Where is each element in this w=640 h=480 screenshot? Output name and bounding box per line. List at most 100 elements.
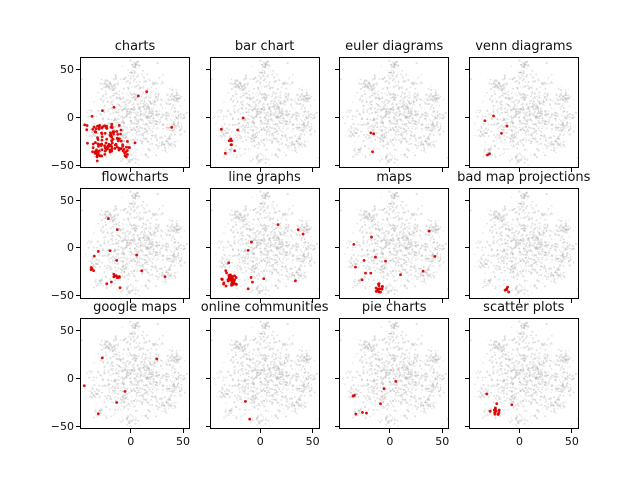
subplot-title-line-graphs: line graphs xyxy=(228,169,301,185)
subplot-title-google-maps: google maps xyxy=(93,300,177,316)
x-tick-mark xyxy=(519,429,520,434)
y-tick-label: −50 xyxy=(50,158,74,172)
x-tick-mark xyxy=(571,429,573,434)
y-tick-label: −50 xyxy=(50,419,74,433)
y-tick-mark xyxy=(205,295,210,297)
y-tick-mark xyxy=(335,199,340,201)
scatter-canvas-bar-chart xyxy=(210,58,319,167)
x-tick-mark xyxy=(389,298,391,303)
x-tick-mark xyxy=(571,298,573,303)
x-tick-label: 50 xyxy=(176,435,191,449)
y-tick-mark xyxy=(205,330,210,332)
y-tick-mark xyxy=(464,68,469,70)
x-tick-mark xyxy=(182,168,184,172)
x-tick-mark xyxy=(389,168,391,172)
subplot-line-graphs xyxy=(209,187,320,299)
x-tick-label: 50 xyxy=(305,435,320,449)
y-tick-mark xyxy=(76,330,80,332)
y-tick-mark xyxy=(76,68,80,70)
x-tick-mark xyxy=(519,298,520,303)
x-tick-mark xyxy=(130,168,132,172)
x-tick-mark xyxy=(441,298,443,303)
x-tick-mark xyxy=(441,168,443,172)
y-tick-mark xyxy=(335,330,340,332)
subplot-maps xyxy=(339,187,450,299)
y-tick-mark xyxy=(205,247,210,249)
subplot-google-maps xyxy=(80,318,190,430)
x-tick-mark xyxy=(571,168,573,172)
subplot-title-bad-map-projections: bad map projections xyxy=(457,169,591,185)
scatter-canvas-scatter-plots xyxy=(469,319,578,429)
y-tick-mark xyxy=(464,295,469,297)
y-tick-mark xyxy=(205,164,210,166)
subplot-online-communities xyxy=(209,318,320,430)
y-tick-mark xyxy=(464,199,469,201)
scatter-canvas-bad-map-projections xyxy=(469,188,578,298)
subplot-venn-diagrams xyxy=(468,57,579,168)
y-tick-mark xyxy=(464,164,469,166)
y-tick-mark xyxy=(464,247,469,249)
y-tick-mark xyxy=(335,425,340,427)
y-tick-mark xyxy=(464,425,469,427)
y-tick-mark xyxy=(76,116,80,118)
x-tick-mark xyxy=(130,429,132,434)
x-tick-label: 50 xyxy=(435,435,450,449)
subplot-title-flowcharts: flowcharts xyxy=(101,169,169,185)
y-tick-label: 50 xyxy=(60,324,74,338)
subplot-bad-map-projections xyxy=(468,187,579,299)
y-tick-mark xyxy=(335,116,340,118)
x-tick-mark xyxy=(182,429,184,434)
y-tick-mark xyxy=(76,425,80,427)
y-tick-mark xyxy=(76,378,80,380)
x-tick-mark xyxy=(130,298,132,303)
y-tick-mark xyxy=(76,164,80,166)
subplot-title-maps: maps xyxy=(376,169,413,185)
subplot-flowcharts xyxy=(80,187,190,299)
y-tick-mark xyxy=(335,68,340,70)
scatter-canvas-line-graphs xyxy=(210,188,319,298)
y-tick-mark xyxy=(205,116,210,118)
subplot-title-online-communities: online communities xyxy=(200,300,329,316)
scatter-canvas-pie-charts xyxy=(340,319,449,429)
x-tick-mark xyxy=(312,429,314,434)
subplot-charts xyxy=(80,57,190,168)
y-tick-mark xyxy=(464,116,469,118)
y-tick-mark xyxy=(205,378,210,380)
scatter-canvas-google-maps xyxy=(81,319,189,429)
y-tick-label: 0 xyxy=(67,241,74,255)
subplot-title-pie-charts: pie charts xyxy=(361,300,427,316)
y-tick-label: 0 xyxy=(67,372,74,386)
scatter-canvas-maps xyxy=(340,188,449,298)
subplot-title-venn-diagrams: venn diagrams xyxy=(475,39,573,54)
subplot-euler-diagrams xyxy=(339,57,450,168)
subplot-bar-chart xyxy=(209,57,320,168)
y-tick-mark xyxy=(76,295,80,297)
subplot-title-euler-diagrams: euler diagrams xyxy=(345,39,444,54)
y-tick-label: 0 xyxy=(67,110,74,124)
x-tick-mark xyxy=(259,168,261,172)
y-tick-label: 50 xyxy=(60,62,74,76)
y-tick-mark xyxy=(205,68,210,70)
x-tick-mark xyxy=(259,429,261,434)
scatter-canvas-venn-diagrams xyxy=(469,58,578,167)
subplot-title-bar-chart: bar chart xyxy=(234,39,295,54)
y-tick-mark xyxy=(335,247,340,249)
x-tick-mark xyxy=(441,429,443,434)
y-tick-label: −50 xyxy=(50,289,74,303)
x-tick-mark xyxy=(389,429,391,434)
x-tick-label: 50 xyxy=(564,435,579,449)
y-tick-label: 50 xyxy=(60,193,74,207)
y-tick-mark xyxy=(76,247,80,249)
subplot-pie-charts xyxy=(339,318,450,430)
y-tick-mark xyxy=(205,199,210,201)
x-tick-mark xyxy=(312,298,314,303)
x-tick-label: 0 xyxy=(256,435,264,449)
subplot-title-scatter-plots: scatter plots xyxy=(483,300,565,316)
scatter-canvas-charts xyxy=(81,58,189,167)
scatter-canvas-online-communities xyxy=(210,319,319,429)
y-tick-mark xyxy=(76,199,80,201)
subplot-title-charts: charts xyxy=(114,39,156,54)
y-tick-mark xyxy=(205,425,210,427)
x-tick-mark xyxy=(182,298,184,303)
